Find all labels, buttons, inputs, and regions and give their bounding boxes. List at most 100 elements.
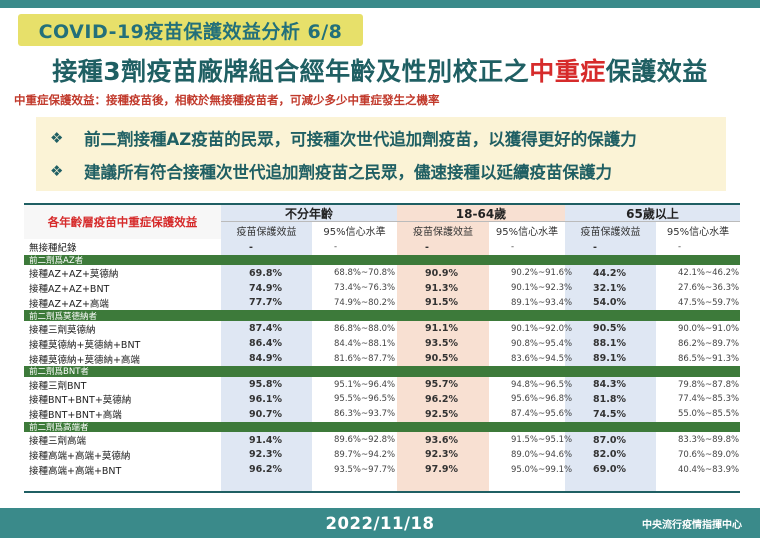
effectiveness-value: 77.7%: [249, 297, 282, 309]
recommendation-text: 建議所有符合接種次世代追加劑疫苗之民眾，儘速接種以延續疫苗保護力: [84, 163, 612, 182]
confidence-interval: 89.7%~94.2%: [334, 449, 396, 460]
confidence-interval: 86.2%~89.7%: [678, 338, 740, 349]
series-tag-text: COVID-19疫苗保護效益分析 6/8: [38, 20, 343, 43]
table-row: 接種BNT+BNT+高端 90.7% 86.3%~93.7% 92.5% 87.4%~9…: [24, 407, 740, 422]
page-title-main: 接種3劑疫苗廠牌組合經年齡及性別校正之: [52, 57, 530, 86]
confidence-interval: 55.0%~85.5%: [678, 409, 740, 420]
effectiveness-value: 91.3%: [425, 282, 458, 294]
effectiveness-value: 92.3%: [425, 449, 458, 461]
section-title: 前二劑爲BNT者: [29, 367, 89, 378]
effectiveness-value: 96.1%: [249, 393, 282, 405]
row-label: 無接種紀錄: [29, 243, 77, 255]
value-column-band: [397, 239, 489, 491]
page-title-highlight: 中重症: [529, 57, 606, 86]
effectiveness-value: 82.0%: [593, 449, 626, 461]
confidence-interval: 68.8%~70.8%: [334, 268, 396, 279]
effectiveness-value: -: [249, 241, 253, 253]
page-title: 接種3劑疫苗廠牌組合經年齡及性別校正之中重症保護效益: [0, 52, 760, 88]
confidence-interval: 86.8%~88.0%: [334, 323, 396, 334]
effectiveness-value: 84.9%: [249, 353, 282, 365]
confidence-interval: 83.6%~94.5%: [511, 353, 573, 364]
row-label: 接種高端+高端+莫德納: [29, 450, 131, 462]
row-label: 接種莫德納+莫德納+BNT: [29, 339, 141, 351]
effectiveness-value: 90.7%: [249, 408, 282, 420]
confidence-interval: 90.8%~95.4%: [511, 338, 573, 349]
row-label: 接種AZ+AZ+BNT: [29, 284, 110, 296]
effectiveness-value: 90.9%: [425, 267, 458, 279]
effectiveness-value: -: [425, 241, 429, 253]
confidence-interval: 81.6%~87.7%: [334, 353, 396, 364]
table-row: 接種BNT+BNT+莫德納 96.1% 95.5%~96.5% 96.2% 95.6%~…: [24, 392, 740, 407]
confidence-header: 95%信心水準: [489, 221, 565, 239]
confidence-interval: 94.8%~96.5%: [511, 379, 573, 390]
footer-bar: 2022/11/18 中央流行疫情指揮中心: [0, 508, 760, 538]
effectiveness-value: 90.5%: [425, 353, 458, 365]
row-label: 接種高端+高端+BNT: [29, 465, 122, 477]
age-group-header: 不分年齡: [221, 203, 397, 221]
protection-table-body: 各年齡層疫苗中重症保護效益 不分年齡 疫苗保護效益 95%信心水準 18-64歲 疫苗保護…: [24, 203, 740, 494]
row-label: 接種AZ+AZ+莫德納: [29, 269, 119, 281]
confidence-interval: 90.2%~91.6%: [511, 268, 573, 279]
effectiveness-value: 90.5%: [593, 323, 626, 335]
table-corner-label: 各年齡層疫苗中重症保護效益: [24, 203, 221, 239]
confidence-interval: 95.1%~96.4%: [334, 379, 396, 390]
confidence-interval: 87.4%~95.6%: [511, 409, 573, 420]
section-title: 前二劑爲高端者: [29, 422, 89, 433]
confidence-interval: 79.8%~87.8%: [678, 379, 740, 390]
table-row: 無接種紀錄 - - - - - -: [24, 240, 740, 255]
table-row: 接種高端+高端+莫德納 92.3% 89.7%~94.2% 92.3% 89.0%~94…: [24, 448, 740, 463]
value-column-band: [565, 239, 656, 491]
recommendation-text: 前二劑接種AZ疫苗的民眾，可接種次世代追加劑疫苗，以獲得更好的保護力: [84, 130, 637, 149]
section-header-row: 前二劑爲莫德納者: [24, 310, 740, 322]
row-label: 接種莫德納+莫德納+高端: [29, 354, 140, 366]
confidence-interval: 73.4%~76.3%: [334, 283, 396, 294]
confidence-interval: -: [334, 242, 338, 253]
effectiveness-value: 93.5%: [425, 338, 458, 350]
confidence-interval: 77.4%~85.3%: [678, 394, 740, 405]
table-row: 接種AZ+AZ+高端 77.7% 74.9%~80.2% 91.5% 89.1%~93.…: [24, 296, 740, 311]
effectiveness-value: 92.5%: [425, 408, 458, 420]
effectiveness-value: 69.0%: [593, 464, 626, 476]
effectiveness-value: 89.1%: [593, 353, 626, 365]
confidence-interval: 95.0%~99.1%: [511, 464, 573, 475]
top-accent-bar: [0, 0, 760, 8]
effectiveness-value: 86.4%: [249, 338, 282, 350]
confidence-interval: -: [511, 242, 515, 253]
effectiveness-value: 96.2%: [425, 393, 458, 405]
page-title-tail: 保護效益: [605, 57, 708, 86]
table-row: 接種莫德納+莫德納+高端 84.9% 81.6%~87.7% 90.5% 83.6%~9…: [24, 351, 740, 366]
confidence-header: 95%信心水準: [312, 221, 397, 239]
row-label: 接種BNT+BNT+高端: [29, 410, 122, 422]
section-title: 前二劑爲莫德納者: [29, 311, 98, 322]
section-title: 前二劑爲AZ者: [29, 256, 84, 267]
confidence-interval: 91.5%~95.1%: [511, 435, 573, 446]
effectiveness-value: 91.4%: [249, 434, 282, 446]
diamond-bullet-icon: ❖: [50, 162, 64, 180]
effectiveness-header: 疫苗保護效益: [565, 221, 656, 239]
footer-date: 2022/11/18: [325, 513, 435, 533]
table-row: 接種三劑高端 91.4% 89.6%~92.8% 93.6% 91.5%~95.1% 87…: [24, 433, 740, 448]
table-row: 接種莫德納+莫德納+BNT 86.4% 84.4%~88.1% 93.5% 90.8%~…: [24, 336, 740, 351]
row-label: 接種三劑莫德納: [29, 324, 96, 336]
series-tag: COVID-19疫苗保護效益分析 6/8: [18, 14, 363, 46]
footer-organization: 中央流行疫情指揮中心: [642, 519, 742, 531]
effectiveness-header: 疫苗保護效益: [221, 221, 312, 239]
effectiveness-value: 81.8%: [593, 393, 626, 405]
table-row: 接種AZ+AZ+BNT 74.9% 73.4%~76.3% 91.3% 90.1%~92…: [24, 281, 740, 296]
section-header-row: 前二劑爲BNT者: [24, 366, 740, 377]
confidence-header: 95%信心水準: [656, 221, 740, 239]
recommendation-item: ❖ 前二劑接種AZ疫苗的民眾，可接種次世代追加劑疫苗，以獲得更好的保護力: [50, 126, 637, 150]
confidence-interval: 83.3%~89.8%: [678, 435, 740, 446]
confidence-interval: 95.5%~96.5%: [334, 394, 396, 405]
effectiveness-header: 疫苗保護效益: [397, 221, 489, 239]
effectiveness-value: 84.3%: [593, 379, 626, 391]
recommendation-box: ❖ 前二劑接種AZ疫苗的民眾，可接種次世代追加劑疫苗，以獲得更好的保護力 ❖ 建…: [36, 117, 726, 191]
confidence-interval: 86.5%~91.3%: [678, 353, 740, 364]
effectiveness-value: 74.9%: [249, 282, 282, 294]
confidence-interval: 89.6%~92.8%: [334, 435, 396, 446]
definition-note: 中重症保護效益：接種疫苗後，相較於無接種疫苗者，可減少多少中重症發生之機率: [14, 93, 440, 107]
row-label: 接種三劑高端: [29, 436, 87, 448]
table-row: 接種三劑莫德納 87.4% 86.8%~88.0% 91.1% 90.1%~92.0% 9…: [24, 322, 740, 337]
effectiveness-value: 69.8%: [249, 267, 282, 279]
effectiveness-value: 92.3%: [249, 449, 282, 461]
